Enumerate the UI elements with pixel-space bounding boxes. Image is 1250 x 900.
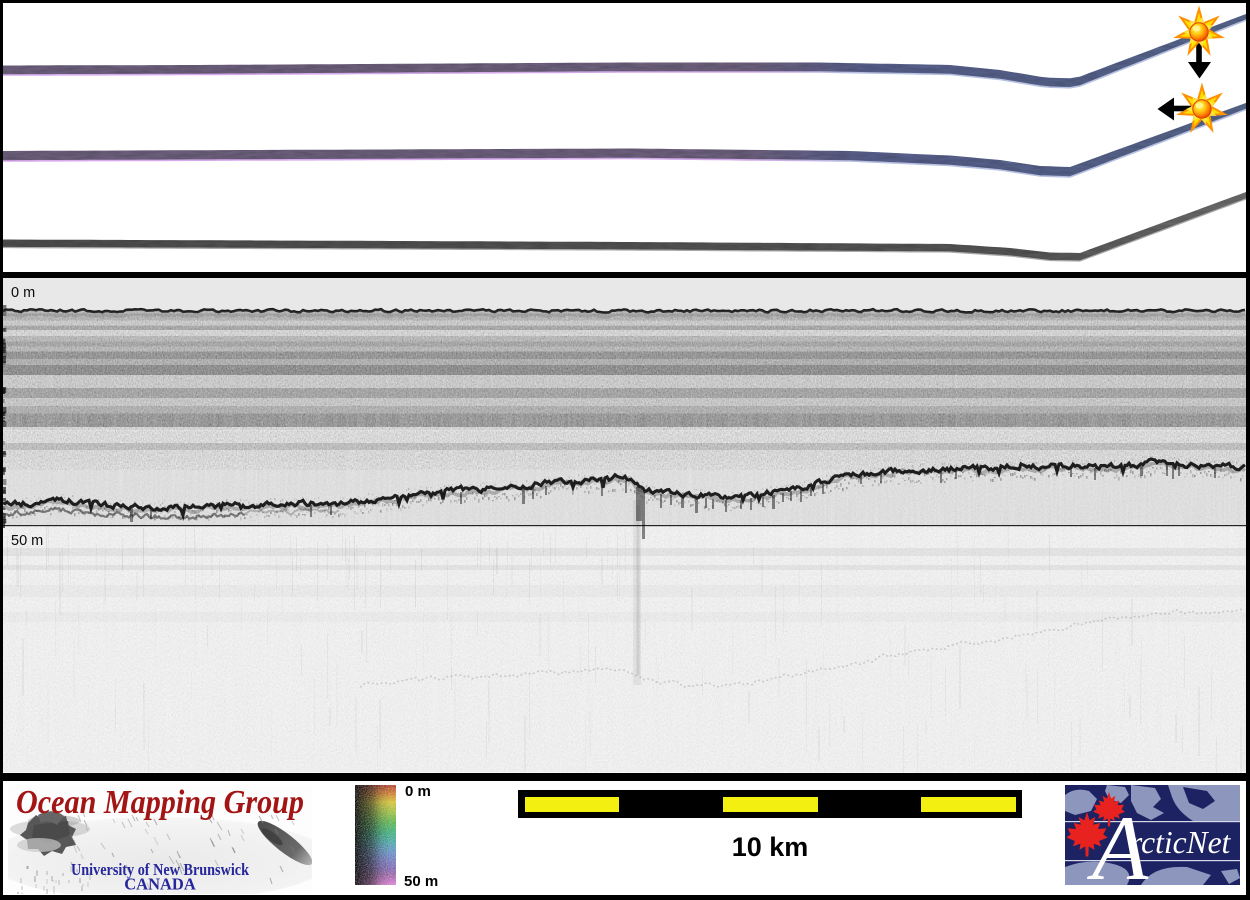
svg-text:50 m: 50 m xyxy=(11,533,43,549)
svg-text:50 m: 50 m xyxy=(404,873,438,890)
svg-text:CANADA: CANADA xyxy=(124,875,196,894)
svg-text:rcticNet: rcticNet xyxy=(1130,825,1232,860)
svg-text:0 m: 0 m xyxy=(405,783,431,800)
svg-text:University of New Brunswick: University of New Brunswick xyxy=(71,860,250,879)
svg-text:Ocean Mapping Group: Ocean Mapping Group xyxy=(16,785,304,821)
svg-text:0 m: 0 m xyxy=(11,285,35,301)
svg-text:10 km: 10 km xyxy=(732,832,809,862)
svg-text:A: A xyxy=(1086,797,1149,885)
